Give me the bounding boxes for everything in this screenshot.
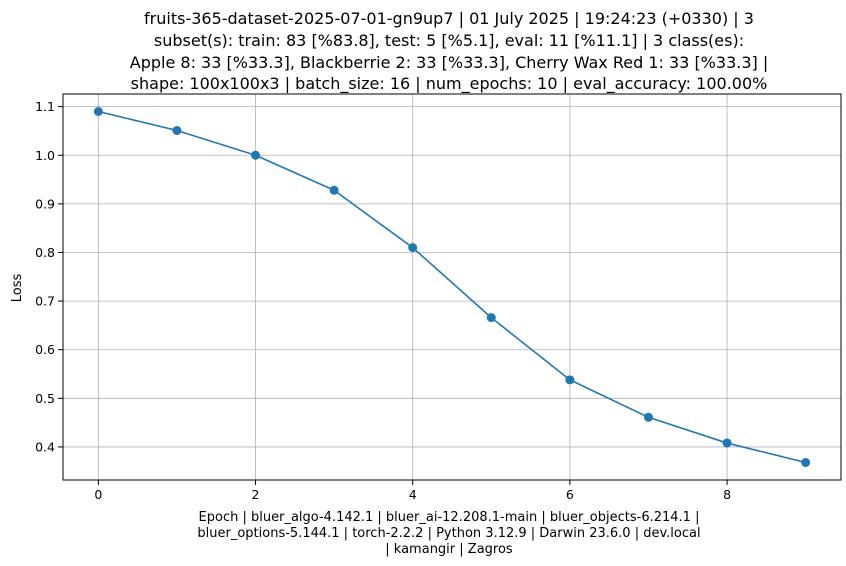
y-tick-label: 0.5	[35, 391, 55, 406]
y-tick-label: 0.4	[35, 439, 55, 454]
y-tick-label: 0.7	[35, 294, 55, 309]
x-tick-label: 6	[566, 487, 574, 502]
series-layer	[93, 107, 811, 467]
loss-data-point	[93, 107, 103, 117]
loss-data-point	[408, 243, 418, 253]
title-line-2: subset(s): train: 83 [%83.8], test: 5 [%…	[154, 31, 744, 50]
x-tick-label: 2	[252, 487, 260, 502]
loss-data-point	[172, 125, 182, 135]
x-tick-label: 8	[723, 487, 731, 502]
loss-data-point	[251, 150, 261, 160]
y-tick-label: 0.6	[35, 342, 55, 357]
loss-data-point	[486, 313, 496, 323]
x-axis-ticks: 0 2 4 6 8	[94, 480, 731, 502]
x-tick-label: 0	[94, 487, 102, 502]
loss-data-point	[565, 375, 575, 385]
x-axis-label-line-1: Epoch | bluer_algo-4.142.1 | bluer_ai-12…	[199, 510, 700, 525]
y-tick-label: 0.9	[35, 196, 55, 211]
loss-data-point	[801, 457, 811, 467]
x-axis-label-line-3: | kamangir | Zagros	[385, 542, 513, 557]
grid	[63, 94, 841, 480]
y-tick-label: 0.8	[35, 245, 55, 260]
loss-series-line	[98, 110, 806, 464]
y-tick-label: 1.1	[35, 99, 55, 114]
title-line-3: Apple 8: 33 [%33.3], Blackberrie 2: 33 […	[130, 53, 768, 72]
x-tick-label: 4	[409, 487, 417, 502]
title-line-4: shape: 100x100x3 | batch_size: 16 | num_…	[131, 74, 768, 94]
chart-title: fruits-365-dataset-2025-07-01-gn9up7 | 0…	[130, 9, 768, 94]
loss-data-point	[643, 412, 653, 422]
plot-area-frame	[62, 93, 842, 481]
x-axis-label-line-2: bluer_options-5.144.1 | torch-2.2.2 | Py…	[197, 526, 700, 541]
y-tick-label: 1.0	[35, 148, 55, 163]
y-axis-ticks: 0.4 0.5 0.6 0.7 0.8 0.9 1.0 1.1	[35, 99, 63, 454]
title-line-1: fruits-365-dataset-2025-07-01-gn9up7 | 0…	[144, 9, 754, 28]
y-axis-label: Loss	[10, 274, 25, 303]
loss-data-point	[722, 438, 732, 448]
loss-data-point	[329, 185, 339, 195]
x-axis-label: Epoch | bluer_algo-4.142.1 | bluer_ai-12…	[197, 510, 700, 557]
